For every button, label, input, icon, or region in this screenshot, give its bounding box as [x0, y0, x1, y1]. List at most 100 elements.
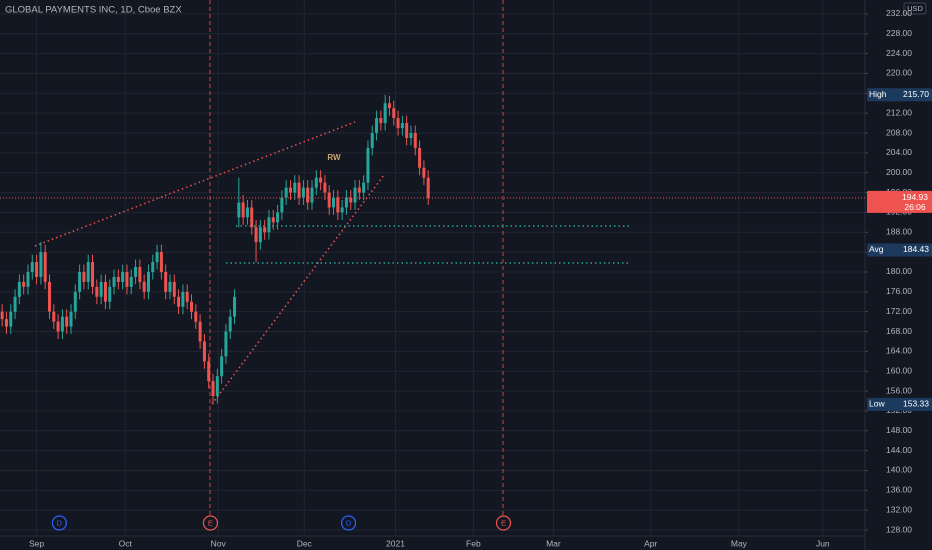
- candle-body: [151, 262, 155, 272]
- candle-body: [310, 187, 314, 203]
- currency-box: [903, 2, 927, 15]
- last-price-label: 194.93: [902, 192, 928, 202]
- candle-body: [422, 167, 426, 178]
- price-marker-box: [867, 88, 932, 102]
- candle-body: [56, 321, 60, 332]
- y-tick-label: 208.00: [886, 127, 912, 137]
- y-tick-label: 232.00: [886, 8, 912, 18]
- candle-body: [43, 252, 47, 282]
- grid: [0, 0, 865, 536]
- y-tick-label: 176.00: [886, 286, 912, 296]
- candle-body: [332, 197, 336, 208]
- candle-body: [215, 376, 219, 397]
- candle-body: [155, 252, 159, 263]
- candle-body: [293, 182, 297, 193]
- candle-body: [4, 319, 8, 327]
- candle-body: [319, 177, 323, 183]
- price-marker-value: 153.33: [903, 399, 929, 409]
- x-tick-label: Feb: [466, 538, 481, 548]
- candle-body: [340, 207, 344, 213]
- candle-body: [258, 227, 262, 243]
- candle-body: [323, 182, 327, 193]
- candle-body: [103, 281, 107, 302]
- candle-body: [99, 281, 103, 297]
- y-tick-label: 228.00: [886, 28, 912, 38]
- candle-body: [0, 311, 4, 320]
- y-tick-label: 164.00: [886, 346, 912, 356]
- event-label: E: [501, 518, 506, 527]
- candle-body: [362, 182, 366, 193]
- x-tick-label: Dec: [297, 538, 313, 548]
- event-label: E: [208, 518, 213, 527]
- candle-body: [271, 217, 275, 223]
- candle-body: [116, 276, 120, 282]
- candle-body: [78, 271, 82, 292]
- candle-body: [39, 252, 43, 277]
- candle-body: [47, 281, 51, 312]
- candle-body: [207, 361, 211, 382]
- candle-body: [224, 331, 228, 357]
- candle-body: [357, 187, 361, 193]
- candle-body: [181, 291, 185, 307]
- candle-body: [353, 187, 357, 203]
- candle-body: [405, 123, 409, 138]
- x-tick-label: Jun: [816, 538, 830, 548]
- y-tick-label: 220.00: [886, 68, 912, 78]
- candle-body: [263, 227, 267, 233]
- y-tick-label: 188.00: [886, 227, 912, 237]
- candle-body: [177, 296, 181, 307]
- event-label: D: [346, 518, 352, 527]
- candle-body: [297, 182, 301, 198]
- candle-body: [267, 217, 271, 233]
- y-tick-label: 160.00: [886, 365, 912, 375]
- candle-body: [138, 267, 142, 282]
- event-marker: [495, 515, 512, 531]
- candle-body: [164, 271, 168, 292]
- event-marker: [340, 515, 357, 531]
- candle-body: [418, 147, 422, 168]
- price-marker-name: Avg: [869, 244, 884, 254]
- x-tick-label: Mar: [546, 538, 561, 548]
- candle-body: [254, 227, 258, 243]
- candle-body: [327, 192, 331, 208]
- price-marker-value: 184.43: [903, 244, 929, 254]
- candle-body: [69, 311, 73, 327]
- candle-body: [370, 133, 374, 148]
- candle-body: [349, 197, 353, 203]
- x-tick-label: Oct: [119, 538, 133, 548]
- currency: USD: [907, 4, 923, 13]
- candle-body: [146, 271, 150, 292]
- candle-body: [17, 281, 21, 297]
- price-marker-name: High: [869, 89, 887, 99]
- candle-body: [9, 311, 13, 327]
- event-label: D: [57, 518, 63, 527]
- candle-body: [95, 286, 99, 297]
- y-tick-label: 212.00: [886, 107, 912, 117]
- candle-body: [344, 197, 348, 208]
- trendline: [211, 174, 385, 405]
- price-marker-box: [867, 397, 932, 411]
- candle-body: [52, 311, 56, 322]
- y-tick-label: 148.00: [886, 425, 912, 435]
- price-marker-name: Low: [869, 399, 885, 409]
- candle-body: [284, 187, 288, 198]
- y-tick-label: 140.00: [886, 465, 912, 475]
- candle-body: [194, 311, 198, 322]
- candles: [0, 94, 430, 405]
- event-marker: [51, 515, 67, 531]
- candle-body: [375, 118, 379, 134]
- candle-body: [301, 187, 305, 198]
- candle-body: [142, 281, 146, 292]
- candle-body: [108, 286, 112, 302]
- candle-body: [86, 262, 90, 282]
- candle-body: [26, 271, 30, 287]
- candle-body: [121, 271, 125, 282]
- candle-body: [413, 133, 417, 148]
- candle-body: [288, 187, 292, 193]
- candle-body: [65, 316, 69, 327]
- candle-body: [409, 133, 413, 138]
- y-tick-label: 180.00: [886, 266, 912, 276]
- y-tick-label: 132.00: [886, 504, 912, 514]
